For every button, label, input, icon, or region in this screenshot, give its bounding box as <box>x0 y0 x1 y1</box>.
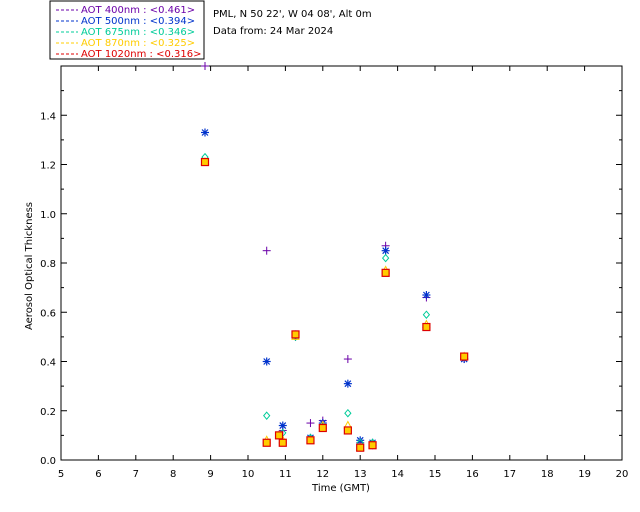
point-plus <box>343 355 352 364</box>
x-tick-label: 7 <box>133 469 139 480</box>
y-tick-label: 0.2 <box>40 407 56 418</box>
y-tick-label: 0.4 <box>40 358 56 369</box>
plot-frame <box>60 65 623 461</box>
y-tick-label: 0.0 <box>40 456 56 467</box>
legend: AOT 400nm : <0.461> AOT 500nm : <0.394> … <box>49 0 205 60</box>
x-axis: 5 6 7 8 9 10 11 12 13 14 15 16 17 18 19 20 <box>58 66 629 480</box>
point-asterisk <box>422 291 431 300</box>
x-tick-label: 17 <box>503 469 516 480</box>
legend-item-1020: AOT 1020nm : <0.316> <box>56 49 201 60</box>
point-square <box>278 438 287 447</box>
legend-label-500: AOT 500nm : <0.394> <box>81 16 195 27</box>
data-points <box>200 62 469 452</box>
legend-label-870: AOT 870nm : <0.325> <box>81 38 195 49</box>
location-header: PML, N 50 22', W 04 08', Alt 0m <box>213 9 372 20</box>
x-tick-label: 14 <box>391 469 404 480</box>
x-tick-label: 10 <box>242 469 255 480</box>
point-square <box>368 441 377 450</box>
x-tick-label: 11 <box>279 469 292 480</box>
legend-item-870: AOT 870nm : <0.325> <box>56 38 195 49</box>
point-square <box>318 423 327 433</box>
point-square <box>381 268 390 277</box>
point-square <box>343 426 352 435</box>
point-plus <box>306 419 315 428</box>
point-plus <box>200 62 209 70</box>
y-axis-label: Aerosol Optical Thickness <box>24 202 35 330</box>
x-tick-label: 8 <box>170 469 176 480</box>
point-asterisk <box>381 246 390 255</box>
point-asterisk <box>262 357 271 366</box>
point-diamond <box>381 253 390 263</box>
point-square <box>422 322 431 332</box>
point-square <box>306 436 315 445</box>
x-tick-label: 12 <box>316 469 329 480</box>
point-square <box>291 330 300 339</box>
date-header: Data from: 24 Mar 2024 <box>213 26 333 37</box>
legend-item-500: AOT 500nm : <0.394> <box>56 16 195 27</box>
point-asterisk <box>278 421 287 430</box>
y-tick-label: 1.4 <box>40 111 56 122</box>
point-plus <box>262 246 271 255</box>
y-tick-label: 0.8 <box>40 259 56 270</box>
point-square <box>200 157 210 167</box>
y-axis: 0.0 0.2 0.4 0.6 0.8 1.0 1.2 1.4 <box>40 90 622 467</box>
x-tick-label: 6 <box>95 469 101 480</box>
point-square <box>356 443 365 452</box>
legend-item-675: AOT 675nm : <0.346> <box>56 27 195 38</box>
point-diamond <box>422 310 431 319</box>
point-square <box>262 438 271 447</box>
y-tick-label: 1.0 <box>40 210 56 221</box>
x-tick-label: 18 <box>541 469 554 480</box>
x-tick-label: 19 <box>578 469 591 480</box>
legend-label-400: AOT 400nm : <0.461> <box>81 5 195 16</box>
point-diamond <box>263 411 271 420</box>
point-square <box>460 352 469 361</box>
point-square <box>274 431 284 440</box>
point-diamond <box>344 408 352 418</box>
point-asterisk <box>343 379 352 388</box>
y-tick-label: 1.2 <box>40 161 56 172</box>
x-axis-label: Time (GMT) <box>311 483 370 494</box>
y-tick-label: 0.6 <box>40 308 56 319</box>
x-tick-label: 9 <box>207 469 213 480</box>
x-tick-label: 20 <box>616 469 629 480</box>
point-asterisk <box>200 128 209 137</box>
x-tick-label: 5 <box>58 469 64 480</box>
x-tick-label: 13 <box>354 469 367 480</box>
legend-label-1020: AOT 1020nm : <0.316> <box>81 49 201 60</box>
legend-label-675: AOT 675nm : <0.346> <box>81 27 195 38</box>
x-tick-label: 15 <box>429 469 442 480</box>
legend-item-400: AOT 400nm : <0.461> <box>56 5 195 16</box>
legend-box <box>49 0 205 60</box>
x-tick-label: 16 <box>466 469 479 480</box>
